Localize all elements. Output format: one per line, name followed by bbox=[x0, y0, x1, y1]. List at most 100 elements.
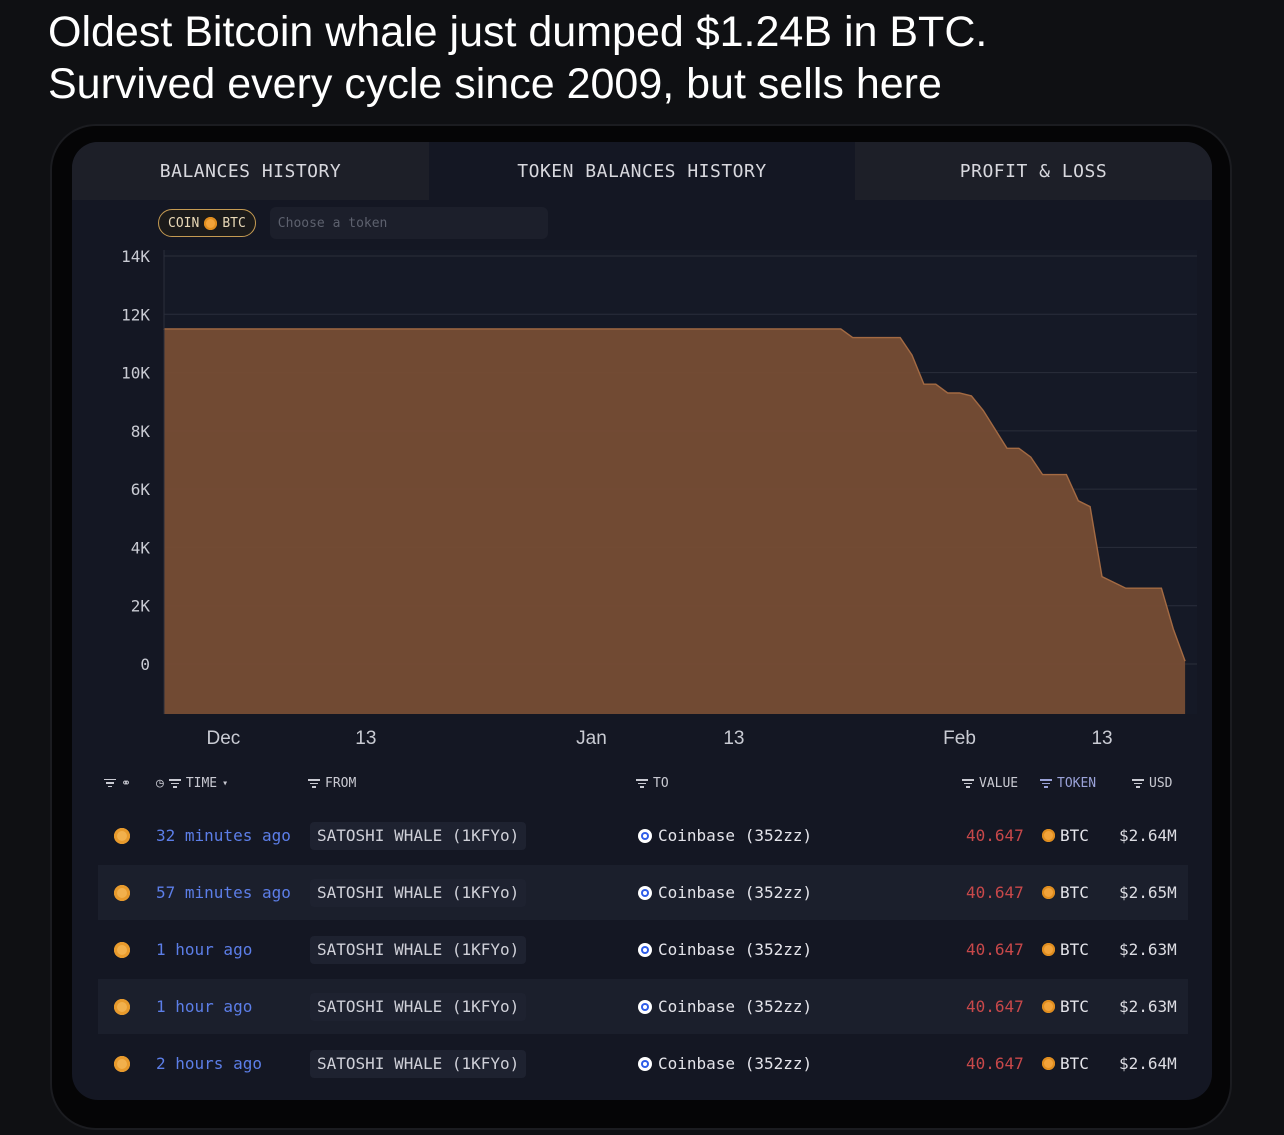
btc-icon bbox=[1042, 1000, 1055, 1013]
btc-icon bbox=[204, 216, 218, 230]
post-headline: Oldest Bitcoin whale just dumped $1.24B … bbox=[48, 6, 1248, 110]
row-token[interactable]: BTC bbox=[1042, 826, 1089, 845]
table-row[interactable]: 2 hours ago SATOSHI WHALE (1KFYo) Coinba… bbox=[98, 1036, 1188, 1091]
coinbase-icon bbox=[638, 1056, 652, 1071]
filter-icon bbox=[169, 779, 181, 788]
header-value-label: VALUE bbox=[979, 776, 1019, 791]
token-search-input[interactable] bbox=[269, 207, 548, 239]
caret-down-icon: ▾ bbox=[222, 778, 229, 789]
row-to-label: Coinbase (352zz) bbox=[658, 1054, 813, 1073]
filter-icon bbox=[636, 779, 648, 788]
row-value: 40.647 bbox=[966, 940, 1024, 959]
row-to[interactable]: Coinbase (352zz) bbox=[638, 883, 812, 902]
table-row[interactable]: 1 hour ago SATOSHI WHALE (1KFYo) Coinbas… bbox=[98, 979, 1188, 1034]
coinbase-icon bbox=[638, 942, 652, 957]
tab-profit-loss[interactable]: PROFIT & LOSS bbox=[855, 142, 1212, 200]
headline-line-1: Oldest Bitcoin whale just dumped $1.24B … bbox=[48, 8, 988, 56]
tab-bar: BALANCES HISTORY TOKEN BALANCES HISTORY … bbox=[72, 142, 1212, 200]
row-usd: $2.64M bbox=[1119, 826, 1177, 845]
y-tick-label: 2K bbox=[131, 597, 151, 616]
row-from[interactable]: SATOSHI WHALE (1KFYo) bbox=[310, 1049, 527, 1078]
btc-icon bbox=[1042, 886, 1055, 899]
row-usd: $2.64M bbox=[1119, 1054, 1177, 1073]
coin-chip-label: COIN bbox=[168, 215, 200, 231]
tab-balances-history[interactable]: BALANCES HISTORY bbox=[72, 142, 429, 200]
btc-icon bbox=[114, 941, 130, 958]
y-tick-label: 12K bbox=[121, 305, 150, 324]
row-time[interactable]: 2 hours ago bbox=[156, 1054, 262, 1073]
row-value: 40.647 bbox=[966, 1054, 1024, 1073]
balance-line bbox=[163, 328, 1186, 662]
header-token-label: TOKEN bbox=[1057, 776, 1097, 791]
row-token[interactable]: BTC bbox=[1042, 940, 1089, 959]
table-row[interactable]: 1 hour ago SATOSHI WHALE (1KFYo) Coinbas… bbox=[98, 922, 1188, 977]
header-token[interactable]: TOKEN bbox=[1040, 776, 1096, 791]
header-time-label: TIME bbox=[185, 776, 218, 791]
x-tick-label: 13 bbox=[355, 728, 376, 749]
row-token[interactable]: BTC bbox=[1042, 997, 1089, 1016]
coin-filter-chip[interactable]: COIN BTC bbox=[158, 209, 256, 237]
header-filter-link[interactable]: ⚭ bbox=[104, 776, 131, 790]
row-to[interactable]: Coinbase (352zz) bbox=[638, 940, 812, 959]
row-value: 40.647 bbox=[966, 883, 1024, 902]
header-value[interactable]: VALUE bbox=[962, 776, 1018, 791]
table-row[interactable]: 57 minutes ago SATOSHI WHALE (1KFYo) Coi… bbox=[98, 865, 1188, 920]
btc-icon bbox=[114, 884, 130, 901]
header-from-label: FROM bbox=[325, 776, 357, 791]
row-token-label: BTC bbox=[1060, 997, 1089, 1016]
row-to-label: Coinbase (352zz) bbox=[658, 883, 813, 902]
y-tick-label: 14K bbox=[121, 247, 150, 266]
balance-area bbox=[164, 328, 1186, 714]
token-balance-chart: 0 2K 4K 6K 8K 10K 12K 14K Dec 13 Jan 13 Feb 13 bbox=[121, 247, 1197, 749]
filter-icon bbox=[1040, 779, 1052, 788]
row-usd: $2.63M bbox=[1119, 997, 1177, 1016]
x-tick-label: Feb bbox=[943, 728, 976, 749]
row-token-label: BTC bbox=[1060, 1054, 1089, 1073]
btc-icon bbox=[114, 1055, 130, 1072]
chart-filters: COIN BTC bbox=[158, 207, 548, 239]
row-from[interactable]: SATOSHI WHALE (1KFYo) bbox=[310, 992, 527, 1021]
row-to-label: Coinbase (352zz) bbox=[658, 940, 813, 959]
y-tick-label: 4K bbox=[131, 538, 151, 557]
y-tick-label: 0 bbox=[140, 655, 150, 674]
transfers-table-header: ⚭ ◷ TIME ▾ FROM TO VALUE TOKEN USD bbox=[72, 770, 1212, 800]
header-from[interactable]: FROM bbox=[308, 776, 356, 791]
table-row[interactable]: 32 minutes ago SATOSHI WHALE (1KFYo) Coi… bbox=[98, 808, 1188, 863]
row-time[interactable]: 32 minutes ago bbox=[156, 826, 291, 845]
coinbase-icon bbox=[638, 885, 652, 900]
row-to[interactable]: Coinbase (352zz) bbox=[638, 826, 812, 845]
filter-icon bbox=[962, 779, 974, 788]
row-token[interactable]: BTC bbox=[1042, 1054, 1089, 1073]
headline-line-2: Survived every cycle since 2009, but sel… bbox=[48, 60, 942, 108]
y-tick-label: 6K bbox=[131, 480, 151, 499]
row-from[interactable]: SATOSHI WHALE (1KFYo) bbox=[310, 878, 527, 907]
btc-icon bbox=[1042, 829, 1055, 842]
app-screen: BALANCES HISTORY TOKEN BALANCES HISTORY … bbox=[72, 142, 1212, 1100]
row-time[interactable]: 1 hour ago bbox=[156, 940, 253, 959]
row-to[interactable]: Coinbase (352zz) bbox=[638, 1054, 812, 1073]
filter-icon bbox=[104, 779, 116, 788]
row-to-label: Coinbase (352zz) bbox=[658, 826, 813, 845]
link-icon: ⚭ bbox=[121, 776, 132, 790]
row-token-label: BTC bbox=[1060, 940, 1089, 959]
row-value: 40.647 bbox=[966, 997, 1024, 1016]
btc-icon bbox=[1042, 943, 1055, 956]
header-to[interactable]: TO bbox=[636, 776, 669, 791]
header-to-label: TO bbox=[653, 776, 669, 791]
row-usd: $2.63M bbox=[1119, 940, 1177, 959]
row-time[interactable]: 57 minutes ago bbox=[156, 883, 291, 902]
row-from[interactable]: SATOSHI WHALE (1KFYo) bbox=[310, 821, 527, 850]
header-usd[interactable]: USD bbox=[1132, 776, 1172, 791]
row-token[interactable]: BTC bbox=[1042, 883, 1089, 902]
row-time[interactable]: 1 hour ago bbox=[156, 997, 253, 1016]
header-time[interactable]: ◷ TIME ▾ bbox=[156, 776, 228, 791]
row-to[interactable]: Coinbase (352zz) bbox=[638, 997, 812, 1016]
coin-chip-token: BTC bbox=[222, 215, 246, 231]
tab-token-balances-history[interactable]: TOKEN BALANCES HISTORY bbox=[429, 142, 855, 200]
x-tick-label: Jan bbox=[576, 728, 607, 749]
row-value: 40.647 bbox=[966, 826, 1024, 845]
filter-icon bbox=[308, 779, 320, 788]
row-token-label: BTC bbox=[1060, 883, 1089, 902]
row-from[interactable]: SATOSHI WHALE (1KFYo) bbox=[310, 935, 527, 964]
x-tick-label: Dec bbox=[206, 728, 240, 749]
